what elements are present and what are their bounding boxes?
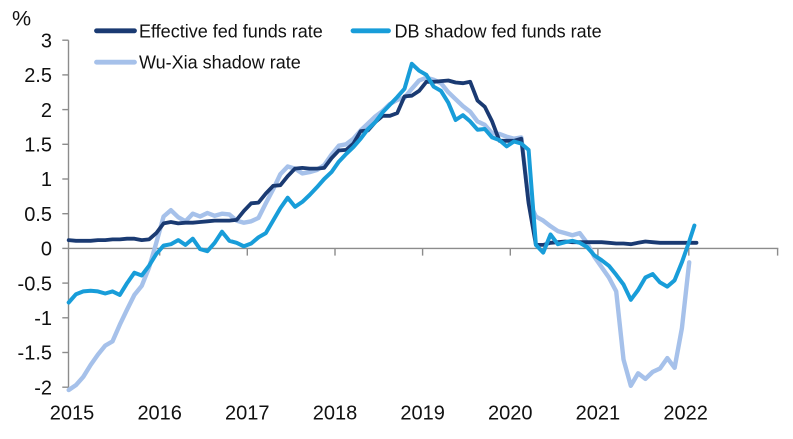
svg-text:2020: 2020 — [488, 403, 533, 425]
svg-text:-1.5: -1.5 — [18, 343, 52, 365]
svg-text:2021: 2021 — [576, 403, 621, 425]
svg-text:2018: 2018 — [313, 403, 358, 425]
svg-text:0: 0 — [41, 239, 52, 261]
svg-text:Effective fed funds rate: Effective fed funds rate — [139, 21, 323, 41]
svg-text:DB shadow fed funds rate: DB shadow fed funds rate — [395, 21, 602, 41]
svg-text:2016: 2016 — [137, 403, 182, 425]
svg-text:2019: 2019 — [400, 403, 445, 425]
svg-text:-0.5: -0.5 — [18, 273, 52, 295]
svg-text:2017: 2017 — [225, 403, 270, 425]
svg-text:-2: -2 — [34, 377, 52, 399]
svg-text:3: 3 — [41, 30, 52, 52]
svg-text:%: % — [12, 6, 31, 30]
svg-text:Wu-Xia shadow rate: Wu-Xia shadow rate — [139, 53, 301, 73]
svg-text:2.5: 2.5 — [24, 65, 52, 87]
svg-text:2022: 2022 — [663, 403, 708, 425]
svg-text:1: 1 — [41, 169, 52, 191]
svg-text:2: 2 — [41, 100, 52, 122]
svg-text:1.5: 1.5 — [24, 135, 52, 157]
svg-text:0.5: 0.5 — [24, 204, 52, 226]
svg-text:2015: 2015 — [50, 403, 95, 425]
svg-text:-1: -1 — [34, 308, 52, 330]
